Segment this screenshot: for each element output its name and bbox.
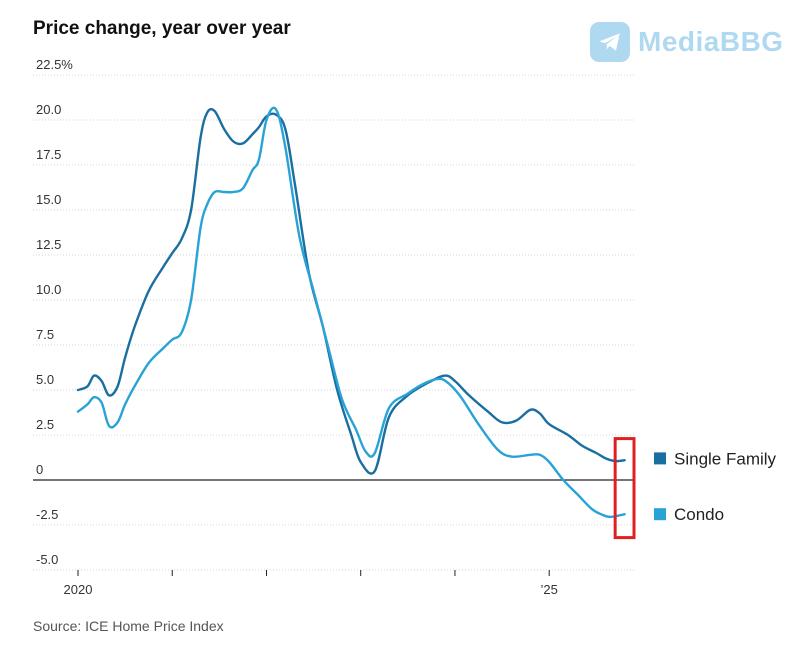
y-tick-label: 12.5 <box>36 237 61 252</box>
y-tick-label: 22.5% <box>36 57 73 72</box>
y-tick-label: 5.0 <box>36 372 54 387</box>
legend: Single Family Condo <box>654 449 777 524</box>
series-line-condo <box>76 106 626 519</box>
legend-label: Single Family <box>674 449 777 468</box>
x-axis: 2020 ’25 <box>64 570 558 597</box>
highlight-box <box>613 437 636 540</box>
source-note: Source: ICE Home Price Index <box>33 618 224 634</box>
x-tick-label: 2020 <box>64 582 93 597</box>
y-tick-label: -2.5 <box>36 507 58 522</box>
series-lines <box>76 106 626 519</box>
y-tick-label: 10.0 <box>36 282 61 297</box>
y-tick-label: 2.5 <box>36 417 54 432</box>
watermark-text: MediaBBG <box>638 26 784 57</box>
y-tick-label: 0 <box>36 462 43 477</box>
y-tick-label: 17.5 <box>36 147 61 162</box>
y-tick-label: 15.0 <box>36 192 61 207</box>
legend-swatch <box>654 508 666 521</box>
chart-title: Price change, year over year <box>33 18 291 39</box>
legend-swatch <box>654 452 666 465</box>
legend-label: Condo <box>674 505 724 524</box>
y-axis-tick-labels: -5.0 -2.5 0 2.5 5.0 7.5 10.0 12.5 15.0 17.5 20.0 22… <box>36 57 73 567</box>
x-tick-label: ’25 <box>541 582 558 597</box>
highlight-rect <box>613 437 636 540</box>
series-line-single-family <box>76 107 626 475</box>
y-tick-label: 20.0 <box>36 102 61 117</box>
y-tick-label: -5.0 <box>36 552 58 567</box>
telegram-plane-icon <box>590 22 630 62</box>
watermark: MediaBBG <box>590 22 784 62</box>
gridlines <box>33 74 634 571</box>
y-tick-label: 7.5 <box>36 327 54 342</box>
